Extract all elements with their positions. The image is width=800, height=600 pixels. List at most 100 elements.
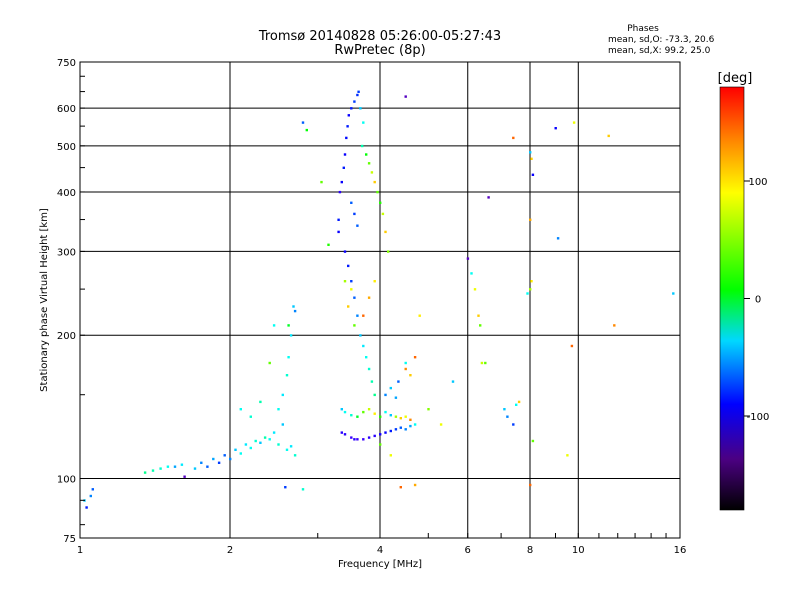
data-point <box>217 461 221 464</box>
data-point <box>473 288 477 291</box>
data-point <box>399 417 402 420</box>
data-point <box>399 426 402 429</box>
data-point <box>404 415 407 418</box>
data-point <box>362 344 365 348</box>
data-point <box>353 438 356 441</box>
data-point <box>389 429 392 433</box>
data-point <box>607 134 610 138</box>
data-point <box>361 144 364 148</box>
data-point <box>268 438 271 441</box>
data-point <box>370 171 374 174</box>
data-point <box>292 305 295 308</box>
data-point <box>367 436 371 439</box>
data-point <box>85 506 88 509</box>
data-point <box>512 136 515 140</box>
chart-title: Tromsø 20140828 05:26:00-05:27:43 <box>258 29 501 44</box>
y-axis-ticks: 75 100 200 300 400 500 600 750 <box>57 58 85 545</box>
data-point <box>503 408 506 411</box>
data-point <box>343 153 347 156</box>
stats-line-o: mean, sd,O: -73.3, 20.6 <box>608 35 715 45</box>
data-point <box>337 218 340 221</box>
data-point <box>394 415 398 418</box>
data-point <box>281 423 284 426</box>
x-tick-label: 1 <box>77 545 83 556</box>
data-point <box>289 334 293 337</box>
data-point <box>379 433 382 436</box>
data-point <box>327 243 330 246</box>
data-point <box>239 452 242 455</box>
data-point <box>89 494 92 498</box>
data-point <box>572 121 576 124</box>
data-point <box>373 280 376 283</box>
x-axis-label: Frequency [MHz] <box>338 559 422 570</box>
stats-line-x: mean, sd,X: 99.2, 25.0 <box>608 46 711 56</box>
data-point <box>373 412 376 415</box>
data-point <box>394 428 398 431</box>
y-axis-label: Stationary phase Virtual Height [km] <box>39 208 50 392</box>
data-point <box>613 324 616 327</box>
data-point <box>470 272 473 275</box>
data-point <box>554 127 557 130</box>
data-point <box>206 465 209 468</box>
data-point <box>379 443 382 446</box>
data-point <box>343 250 347 253</box>
data-point <box>350 201 353 204</box>
data-point <box>367 296 371 299</box>
data-point <box>404 428 407 431</box>
data-point <box>340 431 343 434</box>
data-point <box>193 467 197 470</box>
data-point <box>350 436 353 439</box>
data-point <box>367 367 371 371</box>
data-point <box>672 292 675 295</box>
data-point <box>384 230 387 234</box>
y-tick-label: 200 <box>57 331 76 342</box>
data-point <box>379 201 382 204</box>
data-point <box>337 230 340 234</box>
data-point <box>413 423 417 426</box>
colorbar-label: [deg] <box>718 71 753 86</box>
data-point <box>362 438 365 441</box>
data-point <box>293 454 297 457</box>
data-point <box>356 224 359 227</box>
data-point <box>399 486 402 489</box>
data-point <box>343 433 347 436</box>
data-point <box>353 296 356 299</box>
data-point <box>229 457 232 461</box>
data-point <box>356 93 359 97</box>
data-point <box>365 153 368 156</box>
data-point <box>409 418 412 421</box>
data-point <box>356 438 359 441</box>
data-point <box>287 324 290 327</box>
data-point <box>281 393 284 397</box>
data-point <box>373 434 376 438</box>
data-point <box>526 292 529 295</box>
data-point <box>566 454 569 457</box>
data-point <box>367 408 371 411</box>
data-point <box>477 314 480 317</box>
data-point <box>359 334 362 337</box>
data-point <box>259 441 262 444</box>
y-tick-label: 100 <box>57 475 76 486</box>
chart-subtitle: RwPretec (8p) <box>334 43 425 58</box>
data-point <box>287 356 290 359</box>
data-point <box>466 257 470 260</box>
data-point <box>254 439 257 443</box>
data-point <box>404 367 407 371</box>
data-point <box>342 166 345 169</box>
data-point <box>350 414 353 417</box>
data-point <box>289 445 293 448</box>
data-point <box>389 414 392 417</box>
data-point <box>439 423 443 426</box>
data-point <box>277 443 280 446</box>
y-tick-label: 300 <box>57 247 76 258</box>
data-point <box>394 396 398 399</box>
data-point <box>272 324 276 327</box>
x-tick-label: 10 <box>572 545 585 556</box>
data-point <box>350 288 353 291</box>
data-point <box>263 436 267 439</box>
colorbar-ticks: 100 0 -100 <box>744 177 769 423</box>
data-point <box>173 465 177 468</box>
data-point <box>367 162 371 165</box>
data-point <box>151 469 155 472</box>
data-point <box>362 121 365 124</box>
